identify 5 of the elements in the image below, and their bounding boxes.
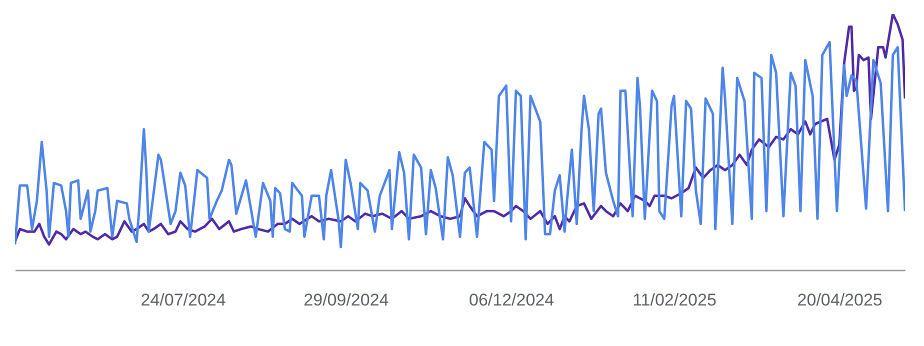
- x-tick-label: 06/12/2024: [469, 290, 554, 310]
- x-tick-label: 29/09/2024: [304, 290, 389, 310]
- x-tick-label: 24/07/2024: [140, 290, 226, 310]
- x-tick-label: 20/04/2025: [797, 290, 882, 310]
- x-tick-label: 11/02/2025: [632, 290, 716, 310]
